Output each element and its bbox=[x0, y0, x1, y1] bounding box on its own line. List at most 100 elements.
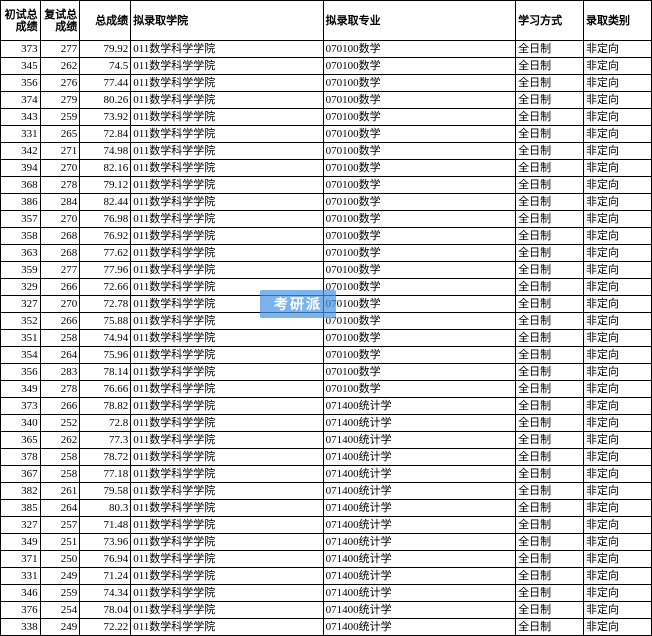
table-row: 34325973.92011数学科学学院070100数学全日制非定向 bbox=[1, 109, 652, 126]
cell-major: 071400统计学 bbox=[323, 551, 515, 568]
cell-study-mode: 全日制 bbox=[516, 483, 584, 500]
cell-study-mode: 全日制 bbox=[516, 92, 584, 109]
table-row: 32727072.78011数学科学学院070100数学全日制非定向 bbox=[1, 296, 652, 313]
cell-admit-type: 非定向 bbox=[584, 262, 652, 279]
cell-college: 011数学科学学院 bbox=[131, 330, 323, 347]
cell-major: 070100数学 bbox=[323, 143, 515, 160]
cell-admit-type: 非定向 bbox=[584, 619, 652, 636]
cell-study-mode: 全日制 bbox=[516, 41, 584, 58]
admissions-table: 初试总成绩 复试总成绩 总成绩 拟录取学院 拟录取专业 学习方式 录取类别 37… bbox=[0, 0, 652, 636]
cell-admit-type: 非定向 bbox=[584, 177, 652, 194]
cell-retest-score: 258 bbox=[40, 449, 80, 466]
cell-college: 011数学科学学院 bbox=[131, 381, 323, 398]
table-row: 33126572.84011数学科学学院070100数学全日制非定向 bbox=[1, 126, 652, 143]
cell-major: 071400统计学 bbox=[323, 585, 515, 602]
cell-study-mode: 全日制 bbox=[516, 517, 584, 534]
cell-initial-score: 327 bbox=[1, 517, 41, 534]
cell-major: 070100数学 bbox=[323, 330, 515, 347]
table-row: 32725771.48011数学科学学院071400统计学全日制非定向 bbox=[1, 517, 652, 534]
cell-initial-score: 363 bbox=[1, 245, 41, 262]
cell-major: 071400统计学 bbox=[323, 483, 515, 500]
cell-admit-type: 非定向 bbox=[584, 194, 652, 211]
cell-college: 011数学科学学院 bbox=[131, 75, 323, 92]
cell-total-score: 72.22 bbox=[80, 619, 131, 636]
cell-major: 071400统计学 bbox=[323, 534, 515, 551]
cell-college: 011数学科学学院 bbox=[131, 551, 323, 568]
cell-admit-type: 非定向 bbox=[584, 517, 652, 534]
table-body: 37327779.92011数学科学学院070100数学全日制非定向345262… bbox=[1, 41, 652, 636]
cell-admit-type: 非定向 bbox=[584, 126, 652, 143]
cell-retest-score: 277 bbox=[40, 41, 80, 58]
header-total-score: 总成绩 bbox=[80, 1, 131, 41]
cell-college: 011数学科学学院 bbox=[131, 619, 323, 636]
cell-college: 011数学科学学院 bbox=[131, 160, 323, 177]
cell-admit-type: 非定向 bbox=[584, 279, 652, 296]
table-row: 32926672.66011数学科学学院070100数学全日制非定向 bbox=[1, 279, 652, 296]
cell-major: 071400统计学 bbox=[323, 517, 515, 534]
cell-major: 070100数学 bbox=[323, 262, 515, 279]
table-row: 34526274.5011数学科学学院070100数学全日制非定向 bbox=[1, 58, 652, 75]
cell-initial-score: 371 bbox=[1, 551, 41, 568]
cell-total-score: 78.04 bbox=[80, 602, 131, 619]
cell-retest-score: 259 bbox=[40, 585, 80, 602]
cell-initial-score: 357 bbox=[1, 211, 41, 228]
cell-study-mode: 全日制 bbox=[516, 398, 584, 415]
cell-college: 011数学科学学院 bbox=[131, 245, 323, 262]
cell-retest-score: 268 bbox=[40, 245, 80, 262]
cell-retest-score: 252 bbox=[40, 415, 80, 432]
cell-major: 071400统计学 bbox=[323, 602, 515, 619]
table-row: 37825878.72011数学科学学院071400统计学全日制非定向 bbox=[1, 449, 652, 466]
cell-admit-type: 非定向 bbox=[584, 41, 652, 58]
table-row: 35627677.44011数学科学学院070100数学全日制非定向 bbox=[1, 75, 652, 92]
cell-total-score: 78.72 bbox=[80, 449, 131, 466]
cell-total-score: 76.94 bbox=[80, 551, 131, 568]
cell-retest-score: 266 bbox=[40, 279, 80, 296]
cell-retest-score: 279 bbox=[40, 92, 80, 109]
cell-admit-type: 非定向 bbox=[584, 568, 652, 585]
cell-study-mode: 全日制 bbox=[516, 500, 584, 517]
cell-initial-score: 349 bbox=[1, 534, 41, 551]
table-row: 35125874.94011数学科学学院070100数学全日制非定向 bbox=[1, 330, 652, 347]
cell-initial-score: 346 bbox=[1, 585, 41, 602]
cell-major: 071400统计学 bbox=[323, 568, 515, 585]
cell-major: 070100数学 bbox=[323, 347, 515, 364]
table-row: 34227174.98011数学科学学院070100数学全日制非定向 bbox=[1, 143, 652, 160]
cell-college: 011数学科学学院 bbox=[131, 585, 323, 602]
cell-retest-score: 266 bbox=[40, 398, 80, 415]
cell-college: 011数学科学学院 bbox=[131, 211, 323, 228]
table-row: 34025272.8011数学科学学院071400统计学全日制非定向 bbox=[1, 415, 652, 432]
cell-retest-score: 277 bbox=[40, 262, 80, 279]
cell-study-mode: 全日制 bbox=[516, 364, 584, 381]
cell-retest-score: 284 bbox=[40, 194, 80, 211]
cell-study-mode: 全日制 bbox=[516, 194, 584, 211]
table-row: 35927777.96011数学科学学院070100数学全日制非定向 bbox=[1, 262, 652, 279]
cell-major: 070100数学 bbox=[323, 279, 515, 296]
cell-initial-score: 386 bbox=[1, 194, 41, 211]
cell-retest-score: 250 bbox=[40, 551, 80, 568]
table-row: 37326678.82011数学科学学院071400统计学全日制非定向 bbox=[1, 398, 652, 415]
cell-total-score: 79.12 bbox=[80, 177, 131, 194]
cell-retest-score: 265 bbox=[40, 126, 80, 143]
cell-retest-score: 264 bbox=[40, 347, 80, 364]
cell-study-mode: 全日制 bbox=[516, 279, 584, 296]
cell-initial-score: 365 bbox=[1, 432, 41, 449]
cell-total-score: 73.92 bbox=[80, 109, 131, 126]
cell-college: 011数学科学学院 bbox=[131, 398, 323, 415]
cell-total-score: 82.44 bbox=[80, 194, 131, 211]
table-row: 36827879.12011数学科学学院070100数学全日制非定向 bbox=[1, 177, 652, 194]
cell-initial-score: 340 bbox=[1, 415, 41, 432]
cell-study-mode: 全日制 bbox=[516, 160, 584, 177]
cell-college: 011数学科学学院 bbox=[131, 449, 323, 466]
cell-study-mode: 全日制 bbox=[516, 619, 584, 636]
cell-initial-score: 356 bbox=[1, 364, 41, 381]
cell-major: 071400统计学 bbox=[323, 415, 515, 432]
cell-college: 011数学科学学院 bbox=[131, 364, 323, 381]
table-row: 36526277.3011数学科学学院071400统计学全日制非定向 bbox=[1, 432, 652, 449]
cell-admit-type: 非定向 bbox=[584, 347, 652, 364]
cell-initial-score: 382 bbox=[1, 483, 41, 500]
table-row: 38526480.3011数学科学学院071400统计学全日制非定向 bbox=[1, 500, 652, 517]
cell-major: 070100数学 bbox=[323, 58, 515, 75]
cell-total-score: 76.98 bbox=[80, 211, 131, 228]
cell-college: 011数学科学学院 bbox=[131, 466, 323, 483]
cell-total-score: 74.98 bbox=[80, 143, 131, 160]
